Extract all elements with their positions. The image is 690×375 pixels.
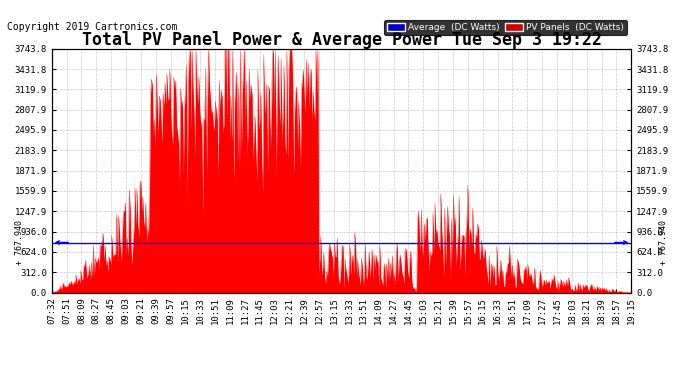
Title: Total PV Panel Power & Average Power Tue Sep 3 19:22: Total PV Panel Power & Average Power Tue… <box>81 31 602 49</box>
Text: + 767.940: + 767.940 <box>15 220 24 265</box>
Legend: Average  (DC Watts), PV Panels  (DC Watts): Average (DC Watts), PV Panels (DC Watts) <box>384 20 627 35</box>
Text: Copyright 2019 Cartronics.com: Copyright 2019 Cartronics.com <box>7 22 177 33</box>
Text: + 767.940: + 767.940 <box>659 220 668 265</box>
